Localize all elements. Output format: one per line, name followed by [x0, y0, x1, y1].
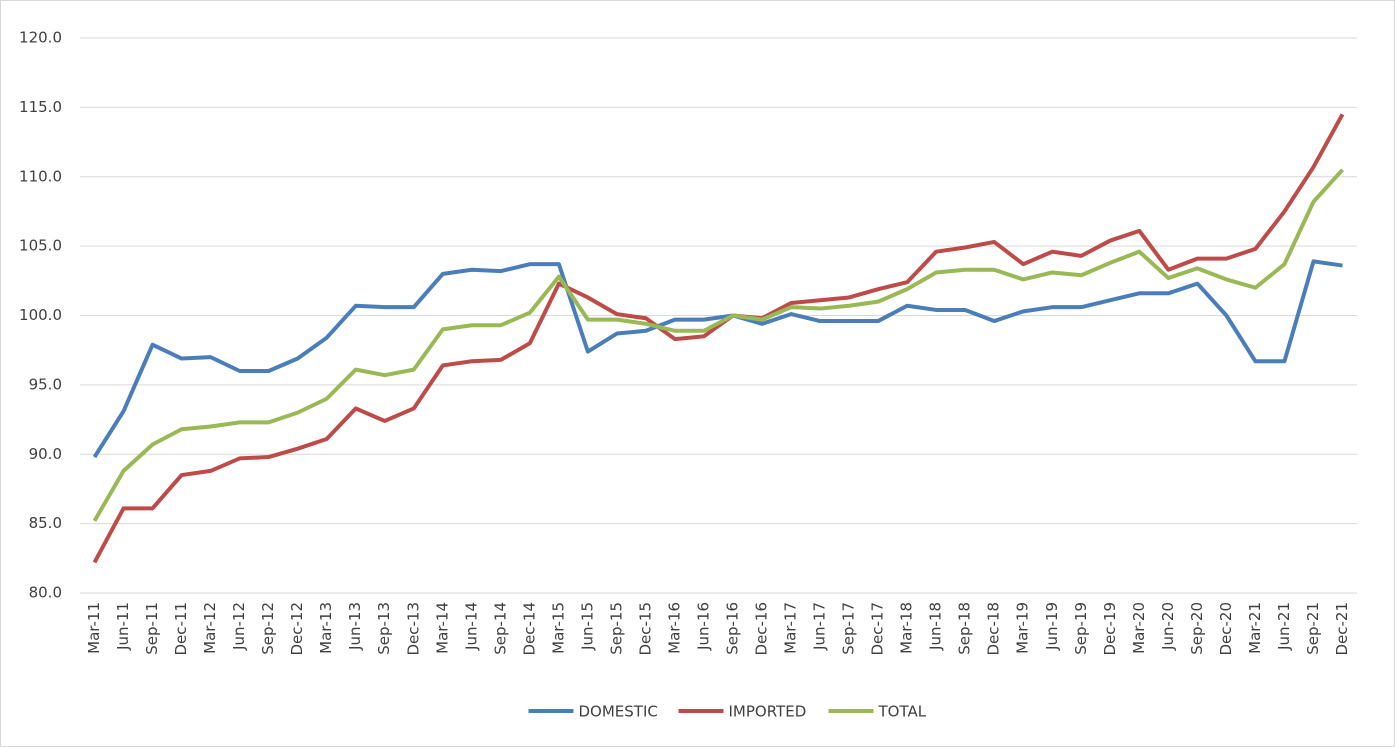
y-tick-label: 95.0 — [29, 375, 62, 393]
x-tick-label: Mar-18 — [898, 602, 916, 654]
y-tick-label: 100.0 — [19, 306, 62, 324]
x-tick-label: Jun-21 — [1275, 602, 1293, 651]
y-tick-label: 90.0 — [29, 445, 62, 463]
data-line — [92, 259, 1343, 459]
x-tick-label: Jun-15 — [578, 602, 596, 651]
x-tick-label: Dec-19 — [1101, 602, 1119, 656]
x-tick-label: Sep-12 — [259, 602, 277, 655]
x-tick-label: Jun-17 — [811, 602, 829, 651]
y-tick-label: 120.0 — [19, 29, 62, 47]
x-tick-label: Dec-13 — [404, 602, 422, 656]
x-tick-label: Sep-15 — [607, 602, 625, 655]
data-line — [92, 113, 1345, 564]
x-tick-label: Jun-18 — [927, 602, 945, 651]
x-tick-label: Mar-14 — [433, 602, 451, 654]
x-tick-label: Jun-20 — [1159, 602, 1177, 651]
x-tick-label: Mar-20 — [1130, 602, 1148, 654]
y-tick-label: 80.0 — [29, 584, 62, 602]
x-tick-label: Dec-16 — [753, 602, 771, 656]
y-tick-label: 115.0 — [19, 98, 62, 116]
x-tick-label: Mar-13 — [317, 602, 335, 654]
x-tick-label: Jun-16 — [694, 602, 712, 651]
x-tick-label: Mar-17 — [782, 602, 800, 654]
x-tick-label: Dec-11 — [172, 602, 190, 656]
y-tick-label: 105.0 — [19, 237, 62, 255]
x-tick-label: Jun-13 — [346, 602, 364, 651]
x-tick-label: Dec-20 — [1217, 602, 1235, 656]
legend-label: TOTAL — [878, 703, 927, 721]
x-tick-label: Sep-11 — [143, 602, 161, 655]
x-tick-label: Sep-21 — [1304, 602, 1322, 655]
x-tick-label: Mar-12 — [201, 602, 219, 654]
x-tick-label: Jun-12 — [230, 602, 248, 651]
x-tick-label: Jun-19 — [1043, 602, 1061, 651]
y-tick-label: 85.0 — [29, 514, 62, 532]
x-tick-label: Mar-21 — [1246, 602, 1264, 654]
legend-label: DOMESTIC — [579, 703, 658, 721]
x-tick-label: Jun-14 — [462, 602, 480, 651]
x-tick-label: Sep-13 — [375, 602, 393, 655]
legend-label: IMPORTED — [729, 703, 807, 721]
x-tick-label: Dec-21 — [1333, 602, 1351, 656]
data-line — [92, 168, 1344, 522]
x-tick-label: Mar-11 — [85, 602, 103, 654]
x-tick-label: Dec-14 — [520, 602, 538, 656]
x-tick-label: Jun-11 — [114, 602, 132, 651]
x-tick-label: Sep-14 — [491, 602, 509, 655]
x-tick-label: Mar-15 — [549, 602, 567, 654]
x-tick-label: Dec-12 — [288, 602, 306, 656]
x-tick-label: Sep-17 — [840, 602, 858, 655]
x-tick-label: Dec-18 — [985, 602, 1003, 656]
x-tick-label: Dec-17 — [869, 602, 887, 656]
x-tick-label: Dec-15 — [636, 602, 654, 656]
x-tick-label: Sep-16 — [724, 602, 742, 655]
x-tick-label: Mar-16 — [665, 602, 683, 654]
x-tick-label: Sep-18 — [956, 602, 974, 655]
x-tick-label: Sep-20 — [1188, 602, 1206, 655]
x-tick-label: Sep-19 — [1072, 602, 1090, 655]
y-tick-label: 110.0 — [19, 167, 62, 185]
x-tick-label: Mar-19 — [1014, 602, 1032, 654]
